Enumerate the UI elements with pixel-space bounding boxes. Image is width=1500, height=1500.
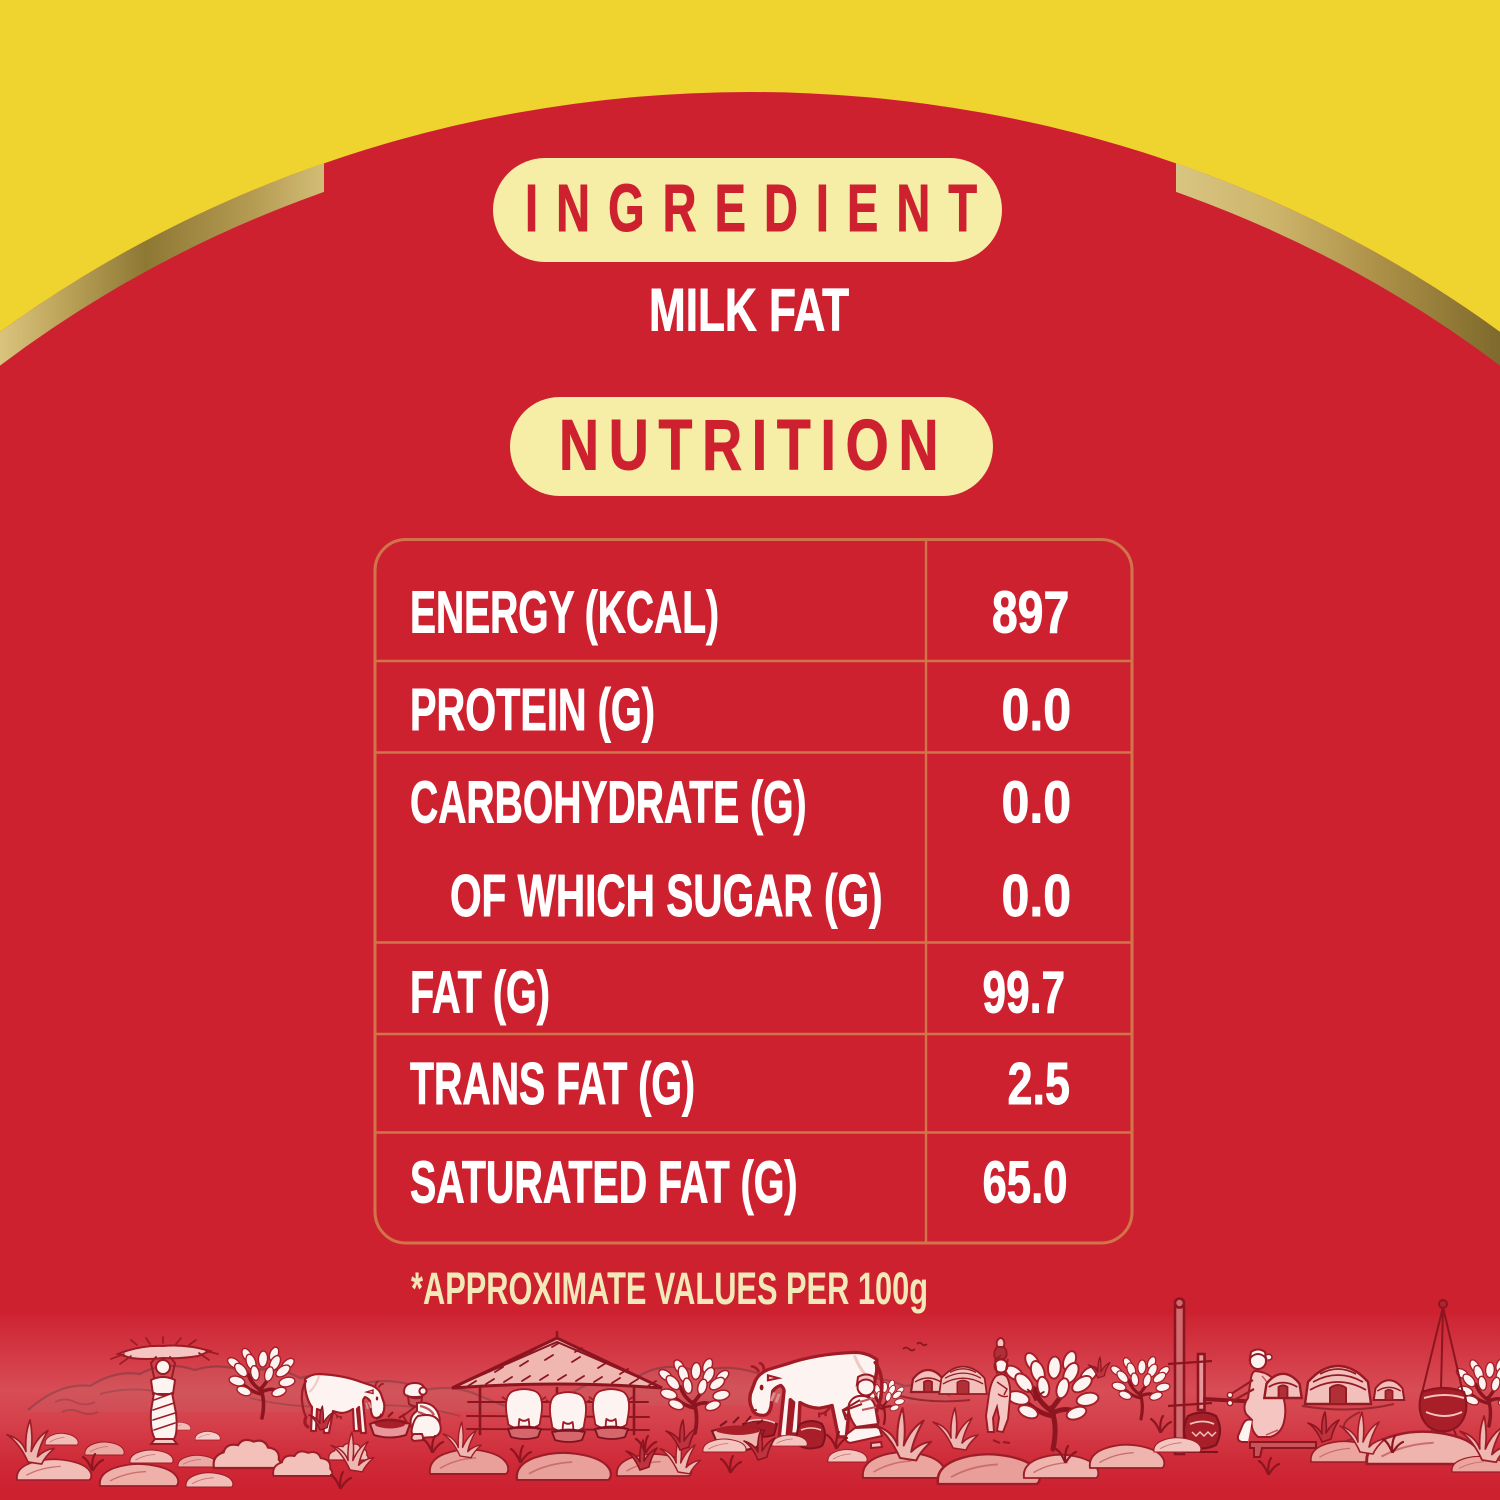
svg-text:MILK FAT: MILK FAT bbox=[649, 277, 849, 344]
svg-text:CARBOHYDRATE (G): CARBOHYDRATE (G) bbox=[410, 770, 807, 836]
svg-text:0.0: 0.0 bbox=[1001, 770, 1071, 836]
svg-text:ENERGY (KCAL): ENERGY (KCAL) bbox=[410, 580, 719, 646]
svg-text:897: 897 bbox=[992, 580, 1070, 646]
svg-text:PROTEIN (G): PROTEIN (G) bbox=[410, 677, 655, 743]
svg-text:99.7: 99.7 bbox=[983, 960, 1066, 1026]
svg-text:NUTRITION: NUTRITION bbox=[559, 406, 948, 485]
svg-text:0.0: 0.0 bbox=[1001, 677, 1071, 743]
svg-text:0.0: 0.0 bbox=[1001, 863, 1071, 929]
svg-text:2.5: 2.5 bbox=[1008, 1051, 1071, 1117]
svg-text:*APPROXIMATE VALUES PER 100g: *APPROXIMATE VALUES PER 100g bbox=[411, 1263, 928, 1314]
svg-text:FAT (G): FAT (G) bbox=[410, 960, 550, 1026]
svg-text:SATURATED FAT (G): SATURATED FAT (G) bbox=[410, 1150, 798, 1216]
svg-text:OF WHICH SUGAR (G): OF WHICH SUGAR (G) bbox=[450, 863, 883, 929]
svg-text:TRANS FAT (G): TRANS FAT (G) bbox=[410, 1051, 695, 1117]
svg-text:65.0: 65.0 bbox=[983, 1150, 1068, 1216]
